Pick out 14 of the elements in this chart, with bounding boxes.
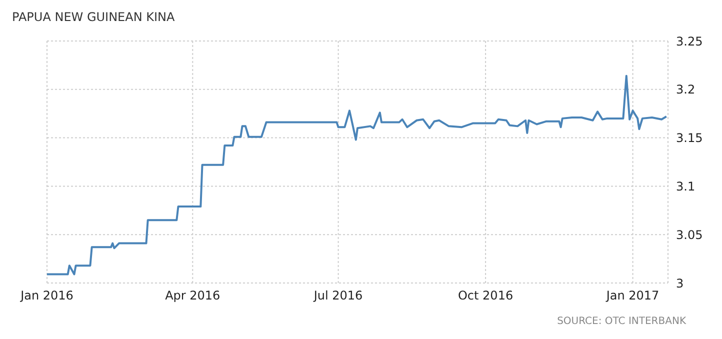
line-series xyxy=(47,74,668,276)
chart-title: PAPUA NEW GUINEAN KINA xyxy=(12,10,175,24)
y-tick-label: 3.25 xyxy=(676,34,703,48)
x-tick-label: Apr 2016 xyxy=(165,288,220,303)
y-tick-label: 3.15 xyxy=(676,131,703,146)
x-tick-label: Jul 2016 xyxy=(312,288,363,303)
x-tick-label: Oct 2016 xyxy=(458,288,514,303)
y-tick-label: 3.05 xyxy=(676,228,703,242)
source-note: SOURCE: OTC INTERBANK xyxy=(557,316,686,327)
y-tick-label: 3.1 xyxy=(676,179,696,194)
y-tick-label: 3.2 xyxy=(676,82,696,97)
x-tick-label: Jan 2017 xyxy=(605,288,660,303)
x-tick-label: Jan 2016 xyxy=(20,288,74,303)
y-tick-label: 3 xyxy=(676,276,684,290)
